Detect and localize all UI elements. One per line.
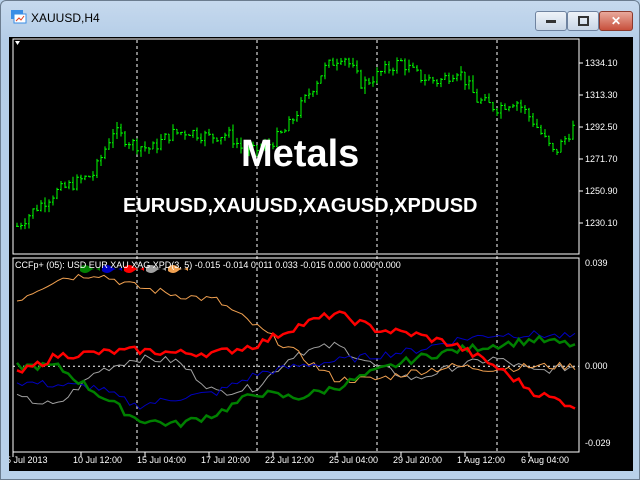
series-usd [16,334,576,429]
time-axis-label: 17 Jul 20:00 [201,455,250,465]
time-axis-label: 29 Jul 20:00 [393,455,442,465]
time-axis-label: 22 Jul 12:00 [265,455,314,465]
series-xag [16,341,576,405]
chart-area[interactable]: 1334.10 1313.30 1292.50 1271.70 1250.90 1230.… [6,37,633,471]
indicator-axis-label: 0.000 [585,361,608,371]
legend-swatch-usd [80,265,100,273]
series-xpd [16,273,576,384]
time-axis-label: 10 Jul 12:00 [73,455,122,465]
overlay-symbols: EURUSD,XAUUSD,XAGUSD,XPDUSD [123,195,478,217]
price-axis-label: 1313.30 [585,90,618,100]
window-title: XAUUSD,H4 [31,11,100,25]
maximize-button[interactable] [567,11,599,31]
legend-swatch-eur [102,265,122,273]
price-panel-frame [12,38,580,255]
series-xau [16,310,576,410]
indicator-axis-label: 0.039 [585,258,608,268]
time-axis-label: 15 Jul 04:00 [137,455,186,465]
time-axis-label: 5 Jul 2013 [9,455,48,465]
time-axis-label: 1 Aug 12:00 [457,455,505,465]
legend-swatch-xpd [168,265,188,273]
scroll-marker-icon [15,41,20,45]
indicator-panel-frame [12,257,580,453]
price-axis-label: 1271.70 [585,154,618,164]
overlay-heading: Metals [241,133,360,175]
chart-window-icon [11,10,27,24]
price-axis-label: 1250.90 [585,186,618,196]
chart-canvas: 1334.10 1313.30 1292.50 1271.70 1250.90 1230.… [6,38,618,465]
indicator-axis-label: -0.029 [585,438,611,448]
price-axis-label: 1230.10 [585,218,618,228]
series-eur [16,330,576,410]
legend-swatch-xag [146,265,166,273]
legend-swatch-xau [124,265,144,273]
close-button[interactable]: ✕ [599,11,633,31]
minimize-button[interactable] [535,11,567,31]
price-axis-label: 1334.10 [585,58,618,68]
price-axis-label: 1292.50 [585,122,618,132]
indicator-label: CCFp+ (05): USD EUR XAU XAG XPD(3, 5) -0… [15,260,401,270]
time-axis-label: 6 Aug 04:00 [521,455,569,465]
time-axis-label: 25 Jul 04:00 [329,455,378,465]
